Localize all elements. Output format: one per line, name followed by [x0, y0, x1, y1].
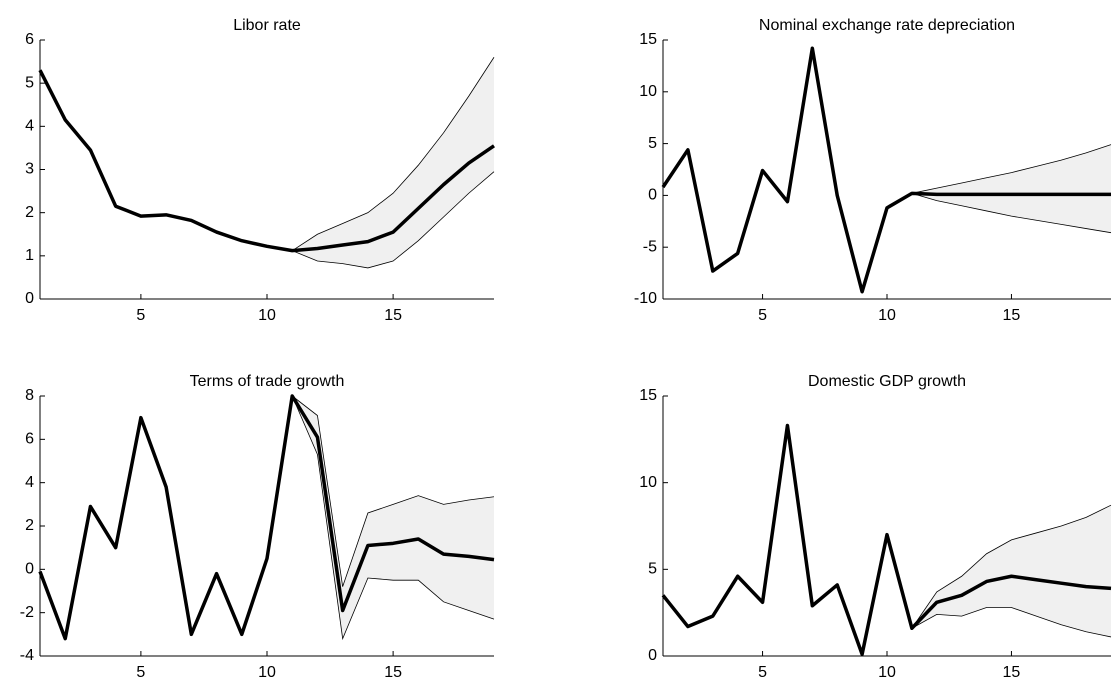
- y-tick-label: 3: [25, 161, 34, 178]
- x-tick-label: 10: [258, 664, 276, 681]
- y-tick-label: 6: [25, 431, 34, 448]
- y-tick-label: -5: [643, 238, 657, 255]
- band-edge: [911, 607, 1112, 638]
- y-tick-label: 5: [25, 74, 34, 91]
- x-tick-label: 5: [758, 307, 767, 324]
- data-line: [38, 394, 495, 641]
- y-tick-label: 1: [25, 247, 34, 264]
- x-tick-label: 15: [384, 307, 402, 324]
- data-line: [661, 46, 1111, 294]
- y-tick-label: 4: [25, 118, 34, 135]
- band-edge: [911, 192, 1112, 234]
- band-edge: [291, 395, 495, 587]
- x-tick-label: 15: [1003, 664, 1021, 681]
- band-edge: [911, 144, 1112, 194]
- band-edge: [291, 395, 495, 641]
- confidence-band: [292, 396, 494, 639]
- x-tick-label: 5: [136, 307, 145, 324]
- data-line: [38, 69, 495, 253]
- confidence-band: [292, 57, 494, 268]
- x-tick-label: 10: [258, 307, 276, 324]
- x-tick-label: 5: [136, 664, 145, 681]
- y-tick-label: -2: [20, 604, 34, 621]
- y-tick-label: 2: [25, 517, 34, 534]
- x-tick-label: 15: [1003, 307, 1021, 324]
- band-edge: [292, 171, 495, 269]
- y-tick-label: 0: [25, 290, 34, 307]
- chart-title: Libor rate: [233, 17, 301, 34]
- y-tick-label: -4: [20, 647, 34, 664]
- chart-title: Domestic GDP growth: [808, 373, 966, 390]
- x-tick-label: 5: [758, 664, 767, 681]
- band-edge: [911, 504, 1112, 629]
- y-tick-label: -10: [634, 290, 657, 307]
- x-tick-label: 10: [878, 307, 896, 324]
- y-tick-label: 0: [648, 647, 657, 664]
- y-tick-label: 0: [25, 561, 34, 578]
- chart-title: Terms of trade growth: [190, 373, 345, 390]
- y-tick-label: 5: [648, 135, 657, 152]
- y-tick-label: 2: [25, 204, 34, 221]
- y-tick-label: 15: [639, 31, 657, 48]
- y-tick-label: 10: [639, 474, 657, 491]
- y-tick-label: 5: [648, 561, 657, 578]
- data-line: [661, 423, 1112, 657]
- x-tick-label: 15: [384, 664, 402, 681]
- confidence-band: [911, 144, 1111, 233]
- y-tick-label: 8: [25, 387, 34, 404]
- y-tick-label: 0: [648, 187, 657, 204]
- y-tick-label: 6: [25, 31, 34, 48]
- confidence-band: [911, 505, 1111, 637]
- y-tick-label: 10: [639, 83, 657, 100]
- y-tick-label: 15: [639, 387, 657, 404]
- x-tick-label: 10: [878, 664, 896, 681]
- y-tick-label: 4: [25, 474, 34, 491]
- chart-title: Nominal exchange rate depreciation: [759, 17, 1015, 34]
- band-edge: [292, 57, 495, 251]
